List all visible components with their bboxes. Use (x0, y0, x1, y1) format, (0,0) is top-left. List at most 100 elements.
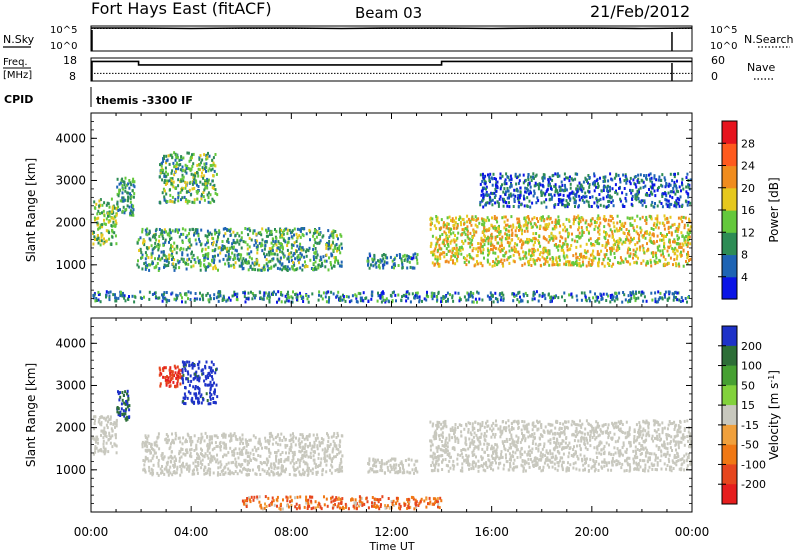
heatmap-cell (184, 369, 187, 372)
heatmap-cell (394, 293, 397, 297)
power-ylabel: Slant Range [km] (24, 158, 38, 262)
heatmap-cell (209, 231, 212, 235)
heatmap-cell (300, 248, 303, 252)
heatmap-cell (594, 292, 596, 296)
heatmap-cell (602, 189, 605, 192)
heatmap-cell (479, 248, 482, 252)
heatmap-cell (523, 254, 526, 258)
heatmap-cell (179, 440, 182, 444)
heatmap-cell (534, 249, 537, 253)
heatmap-cell (115, 451, 118, 455)
heatmap-cell (261, 297, 264, 301)
heatmap-cell (393, 290, 395, 294)
heatmap-cell (570, 244, 573, 247)
heatmap-cell (93, 415, 95, 419)
heatmap-cell (535, 290, 538, 294)
heatmap-cell (99, 226, 101, 230)
heatmap-cell (334, 455, 337, 459)
heatmap-cell (607, 222, 610, 226)
heatmap-cell (192, 264, 195, 268)
heatmap-cell (178, 459, 181, 463)
heatmap-cell (526, 196, 529, 200)
heatmap-cell (416, 258, 419, 262)
heatmap-cell (334, 244, 337, 248)
heatmap-cell (369, 254, 372, 258)
heatmap-cell (219, 473, 222, 476)
heatmap-cell (652, 251, 655, 255)
heatmap-cell (533, 250, 536, 254)
heatmap-cell (635, 247, 638, 251)
heatmap-cell (155, 238, 158, 242)
heatmap-cell (242, 240, 245, 244)
heatmap-cell (522, 224, 525, 228)
heatmap-cell (255, 245, 258, 249)
heatmap-cell (172, 161, 175, 165)
heatmap-cell (415, 293, 418, 297)
heatmap-cell (211, 167, 214, 171)
heatmap-cell (261, 227, 264, 231)
heatmap-cell (247, 261, 250, 265)
heatmap-cell (179, 372, 182, 376)
heatmap-cell (154, 451, 157, 455)
y-tick-label: 1000 (55, 258, 86, 272)
heatmap-cell (530, 264, 533, 267)
heatmap-cell (624, 196, 627, 200)
heatmap-cell (162, 168, 165, 172)
heatmap-cell (645, 261, 648, 265)
heatmap-cell (297, 247, 300, 251)
heatmap-cell (634, 243, 637, 247)
heatmap-cell (611, 293, 614, 297)
heatmap-cell (331, 450, 334, 454)
heatmap-cell (672, 172, 675, 176)
heatmap-cell (644, 231, 646, 235)
heatmap-cell (169, 465, 172, 469)
heatmap-cell (635, 254, 638, 258)
heatmap-cell (255, 232, 258, 236)
heatmap-cell (452, 299, 455, 303)
heatmap-cell (645, 174, 648, 177)
heatmap-cell (288, 252, 291, 256)
nave-label: Nave (747, 61, 775, 74)
heatmap-cell (538, 240, 540, 244)
heatmap-cell (192, 180, 195, 184)
heatmap-cell (524, 253, 527, 257)
heatmap-cell (194, 172, 197, 175)
heatmap-cell (285, 297, 288, 301)
heatmap-cell (285, 299, 288, 303)
heatmap-cell (157, 257, 160, 261)
heatmap-cell (487, 253, 489, 257)
heatmap-cell (167, 154, 170, 158)
heatmap-cell (496, 200, 499, 204)
heatmap-cell (627, 232, 629, 235)
heatmap-cell (150, 256, 153, 260)
heatmap-cell (278, 260, 281, 264)
heatmap-cell (272, 252, 275, 256)
heatmap-cell (169, 371, 172, 375)
heatmap-cell (557, 263, 560, 267)
heatmap-cell (662, 221, 665, 225)
heatmap-cell (338, 298, 341, 302)
heatmap-cell (453, 219, 456, 223)
heatmap-cell (108, 231, 111, 235)
heatmap-cell (687, 185, 690, 189)
heatmap-cell (451, 249, 454, 253)
heatmap-cell (203, 465, 206, 469)
heatmap-cell (487, 249, 490, 252)
heatmap-cell (205, 293, 208, 297)
heatmap-cell (240, 238, 243, 242)
heatmap-cell (105, 295, 107, 299)
heatmap-cell (263, 267, 266, 271)
heatmap-cell (292, 432, 294, 436)
heatmap-cell (279, 256, 282, 260)
heatmap-cell (236, 253, 239, 257)
heatmap-cell (503, 187, 506, 191)
heatmap-cell (513, 188, 516, 192)
heatmap-cell (466, 225, 469, 229)
heatmap-cell (686, 235, 689, 239)
heatmap-cell (322, 255, 325, 259)
heatmap-cell (572, 263, 575, 267)
heatmap-cell (619, 197, 622, 201)
heatmap-cell (281, 243, 283, 247)
heatmap-cell (503, 246, 505, 250)
heatmap-cell (644, 219, 647, 222)
